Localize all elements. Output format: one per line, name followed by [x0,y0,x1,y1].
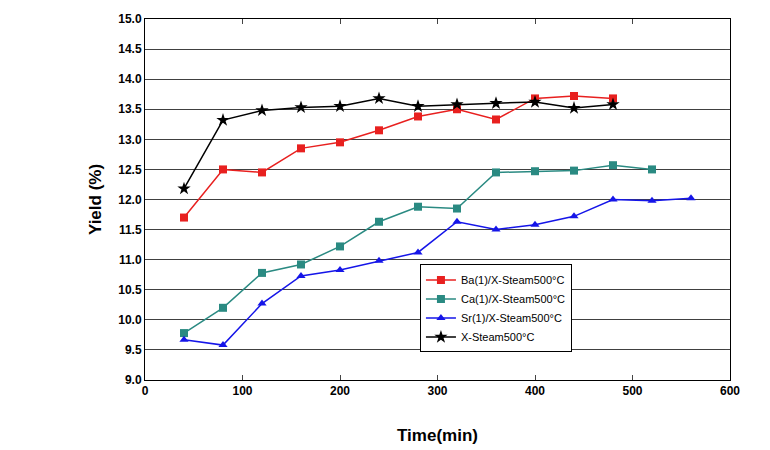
svg-text:500: 500 [622,384,642,398]
svg-text:0: 0 [142,384,149,398]
svg-text:10.0: 10.0 [118,313,142,327]
svg-text:14.5: 14.5 [118,42,142,56]
svg-text:14.0: 14.0 [118,72,142,86]
svg-text:400: 400 [525,384,545,398]
svg-text:11.0: 11.0 [119,253,142,267]
svg-text:13.5: 13.5 [118,102,142,116]
svg-text:9.5: 9.5 [125,343,142,357]
svg-text:100: 100 [232,384,252,398]
svg-text:Time(min): Time(min) [397,426,478,445]
svg-text:300: 300 [427,384,447,398]
svg-text:11.5: 11.5 [119,223,142,237]
svg-text:X-Steam500°C: X-Steam500°C [461,331,535,343]
svg-text:Yield (%): Yield (%) [86,164,105,235]
svg-text:600: 600 [720,384,740,398]
svg-text:12.0: 12.0 [118,193,142,207]
svg-text:Sr(1)/X-Steam500°C: Sr(1)/X-Steam500°C [461,312,562,324]
svg-text:12.5: 12.5 [118,163,142,177]
svg-text:13.0: 13.0 [118,133,142,147]
svg-text:Ba(1)/X-Steam500°C: Ba(1)/X-Steam500°C [461,274,564,286]
svg-text:15.0: 15.0 [118,12,142,26]
svg-text:200: 200 [330,384,350,398]
svg-text:10.5: 10.5 [118,283,142,297]
svg-text:9.0: 9.0 [125,373,142,387]
svg-text:Ca(1)/X-Steam500°C: Ca(1)/X-Steam500°C [461,293,565,305]
